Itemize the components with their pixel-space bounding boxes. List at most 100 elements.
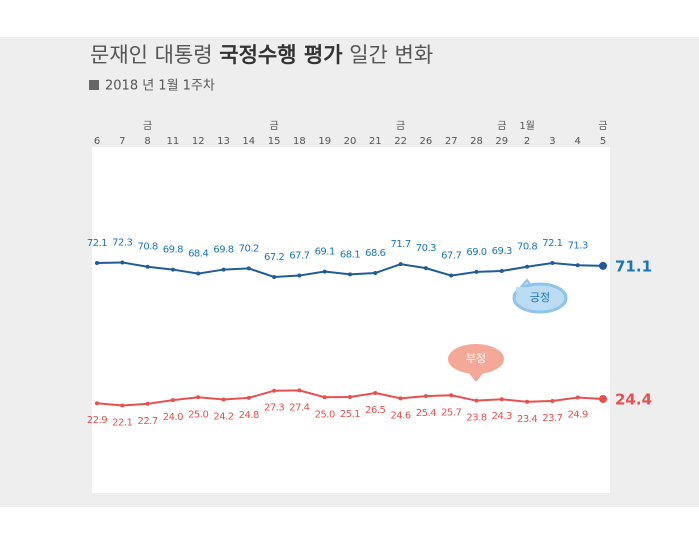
point	[221, 397, 226, 402]
value-label: 24.2	[213, 412, 233, 423]
point	[398, 262, 403, 267]
value-label: 67.2	[264, 252, 284, 263]
x-tick-label: 27	[445, 136, 458, 147]
point	[423, 266, 428, 271]
value-label: 27.4	[289, 402, 309, 413]
point	[95, 261, 99, 266]
value-label: 69.1	[315, 247, 335, 258]
point	[348, 272, 352, 277]
point	[373, 270, 378, 275]
point	[474, 269, 479, 274]
point	[297, 273, 302, 278]
x-top-label: 금	[269, 120, 278, 132]
legend-label: 긍정	[530, 291, 550, 304]
x-tick-label: 3	[549, 136, 555, 147]
point	[348, 394, 352, 399]
value-label: 67.7	[441, 251, 461, 262]
point	[95, 401, 99, 406]
value-label: 25.4	[416, 408, 436, 419]
end-label: 71.1	[615, 257, 652, 275]
x-tick-label: 19	[318, 136, 331, 147]
point	[398, 396, 403, 401]
x-tick-label: 2	[524, 136, 530, 147]
point	[575, 395, 580, 400]
value-label: 25.1	[340, 409, 360, 420]
x-top-label: 금	[598, 120, 607, 132]
point	[120, 403, 125, 408]
x-tick-label: 20	[344, 136, 357, 147]
point	[170, 398, 175, 403]
point	[145, 264, 150, 269]
x-tick-label: 4	[575, 136, 581, 147]
value-label: 70.2	[239, 243, 259, 254]
x-tick-label: 29	[495, 136, 508, 147]
point	[272, 274, 277, 279]
value-label: 72.3	[112, 237, 132, 248]
point	[525, 399, 530, 404]
x-tick-label: 15	[268, 136, 281, 147]
point	[196, 271, 201, 276]
x-tick-label: 14	[242, 136, 255, 147]
x-tick-label: 7	[119, 136, 125, 147]
point	[246, 266, 251, 271]
x-top-label: 금	[143, 120, 152, 132]
point	[322, 395, 327, 400]
value-label: 24.0	[163, 412, 183, 423]
bubble-positive	[512, 278, 568, 314]
x-tick-label: 6	[94, 136, 100, 147]
chart-title: 문재인 대통령 국정수행 평가 일간 변화	[90, 43, 433, 67]
value-label: 72.1	[87, 238, 107, 249]
value-label: 68.6	[365, 248, 385, 259]
point	[550, 398, 555, 403]
point	[499, 268, 504, 273]
x-top-label: 금	[497, 120, 506, 132]
subtitle-marker	[89, 80, 99, 90]
point	[145, 401, 150, 406]
value-label: 27.3	[264, 403, 284, 414]
point	[297, 388, 302, 393]
end-label: 24.4	[615, 390, 652, 408]
point	[373, 390, 378, 395]
x-top-label: 금	[396, 120, 405, 132]
value-label: 69.8	[163, 245, 183, 256]
legend-label: 부정	[466, 352, 486, 365]
x-tick-label: 5	[600, 136, 606, 147]
x-tick-label: 12	[192, 136, 205, 147]
x-tick-label: 18	[293, 136, 306, 147]
x-tick-label: 8	[144, 136, 150, 147]
value-label: 70.8	[137, 242, 157, 253]
point	[246, 395, 251, 400]
value-label: 25.7	[441, 407, 461, 418]
value-label: 23.4	[517, 414, 537, 425]
x-top-label: 1월	[519, 120, 535, 132]
value-label: 23.8	[466, 413, 486, 424]
value-label: 22.1	[112, 418, 132, 429]
value-label: 67.7	[289, 251, 309, 262]
value-label: 24.8	[239, 410, 259, 421]
value-label: 71.3	[568, 240, 588, 251]
point	[599, 261, 607, 270]
point	[221, 267, 226, 272]
point	[474, 398, 479, 403]
x-tick-label: 21	[369, 136, 382, 147]
point	[575, 263, 580, 268]
point	[170, 267, 175, 272]
value-label: 24.9	[568, 410, 588, 421]
value-label: 69.8	[213, 245, 233, 256]
point	[449, 393, 454, 398]
point	[449, 273, 454, 278]
value-label: 23.7	[542, 413, 562, 424]
point	[120, 260, 125, 265]
x-tick-label: 11	[167, 136, 180, 147]
point	[525, 264, 530, 269]
value-label: 72.1	[542, 238, 562, 249]
point	[550, 261, 555, 266]
x-tick-label: 28	[470, 136, 483, 147]
value-label: 22.9	[87, 415, 107, 426]
value-label: 68.4	[188, 249, 208, 260]
value-label: 69.0	[466, 247, 486, 258]
x-tick-label: 22	[394, 136, 407, 147]
point	[423, 394, 428, 399]
value-label: 70.8	[517, 242, 537, 253]
